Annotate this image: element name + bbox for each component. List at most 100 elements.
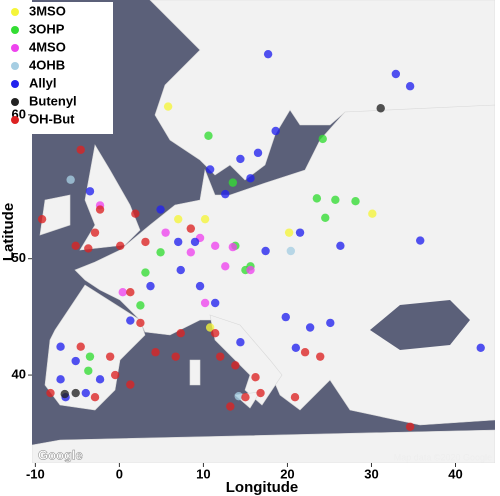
point bbox=[368, 209, 377, 218]
point bbox=[174, 214, 183, 224]
point bbox=[37, 214, 47, 224]
point bbox=[56, 375, 65, 384]
point bbox=[85, 352, 95, 361]
legend-label: 3OHP bbox=[29, 21, 65, 36]
point bbox=[321, 213, 330, 223]
point bbox=[271, 126, 280, 136]
point bbox=[312, 194, 322, 203]
point bbox=[236, 338, 245, 347]
x-axis-label: Longitude bbox=[226, 479, 298, 496]
point bbox=[71, 388, 80, 398]
point bbox=[261, 246, 270, 256]
point bbox=[290, 393, 300, 402]
point bbox=[200, 298, 210, 308]
y-tick-label: 50 bbox=[12, 250, 26, 265]
point bbox=[405, 82, 415, 91]
point bbox=[221, 262, 230, 271]
point bbox=[210, 298, 220, 308]
point bbox=[95, 205, 105, 214]
x-tick-label: 30 bbox=[364, 466, 378, 481]
point bbox=[195, 281, 205, 291]
point bbox=[234, 391, 243, 401]
point bbox=[286, 246, 296, 256]
point bbox=[66, 175, 75, 184]
x-tick-label: 10 bbox=[196, 466, 210, 481]
point bbox=[84, 366, 93, 375]
point bbox=[126, 288, 135, 297]
legend-label: 3MSO bbox=[29, 3, 66, 18]
legend-swatch bbox=[11, 26, 19, 34]
point bbox=[284, 228, 294, 237]
point bbox=[60, 389, 69, 399]
point bbox=[110, 370, 120, 380]
point bbox=[210, 328, 220, 338]
point bbox=[281, 312, 290, 322]
point bbox=[161, 228, 170, 237]
point bbox=[376, 104, 385, 113]
point bbox=[236, 154, 245, 164]
point bbox=[204, 131, 213, 140]
point bbox=[476, 343, 485, 353]
point bbox=[85, 187, 95, 196]
land bbox=[189, 359, 201, 386]
point bbox=[416, 236, 425, 245]
point bbox=[228, 178, 238, 187]
legend-swatch bbox=[11, 116, 19, 124]
point bbox=[316, 352, 325, 361]
point bbox=[331, 195, 340, 204]
logo: Google bbox=[38, 447, 83, 462]
point bbox=[126, 316, 135, 325]
point bbox=[163, 102, 173, 111]
legend-label: Allyl bbox=[29, 75, 56, 90]
point bbox=[90, 393, 100, 402]
point bbox=[136, 318, 145, 328]
point bbox=[146, 281, 155, 291]
land bbox=[32, 429, 495, 463]
point bbox=[226, 402, 235, 411]
legend-label: Butenyl bbox=[29, 93, 77, 108]
point bbox=[391, 69, 401, 79]
point bbox=[126, 380, 135, 389]
point bbox=[81, 388, 90, 398]
point bbox=[176, 328, 185, 338]
point bbox=[336, 241, 345, 251]
point bbox=[174, 237, 183, 247]
legend-swatch bbox=[11, 8, 19, 16]
point bbox=[171, 352, 180, 361]
point bbox=[300, 348, 310, 357]
map bbox=[32, 0, 495, 463]
legend-swatch bbox=[11, 80, 19, 88]
point bbox=[131, 209, 140, 218]
point bbox=[84, 244, 93, 253]
x-tick-label: 40 bbox=[448, 466, 462, 481]
point bbox=[216, 352, 225, 361]
point bbox=[156, 248, 165, 257]
point bbox=[118, 288, 127, 297]
point bbox=[105, 352, 115, 361]
point bbox=[291, 343, 301, 353]
point bbox=[141, 268, 150, 277]
point bbox=[253, 148, 263, 158]
point bbox=[246, 265, 255, 275]
point bbox=[318, 134, 327, 144]
sea bbox=[370, 300, 470, 350]
point bbox=[221, 189, 230, 199]
point bbox=[116, 241, 125, 251]
point bbox=[326, 318, 335, 328]
point bbox=[71, 241, 80, 251]
point bbox=[305, 323, 315, 332]
legend-box bbox=[3, 2, 113, 134]
legend-label: 4OHB bbox=[29, 57, 65, 72]
point bbox=[231, 361, 240, 370]
point bbox=[295, 228, 305, 237]
point bbox=[76, 145, 85, 154]
point bbox=[210, 241, 220, 251]
point bbox=[256, 388, 265, 398]
legend-swatch bbox=[11, 62, 19, 70]
legend-swatch bbox=[11, 98, 19, 106]
y-tick-label: 40 bbox=[12, 367, 26, 382]
x-tick-label: 20 bbox=[280, 466, 294, 481]
point bbox=[246, 174, 255, 183]
point bbox=[186, 224, 196, 233]
